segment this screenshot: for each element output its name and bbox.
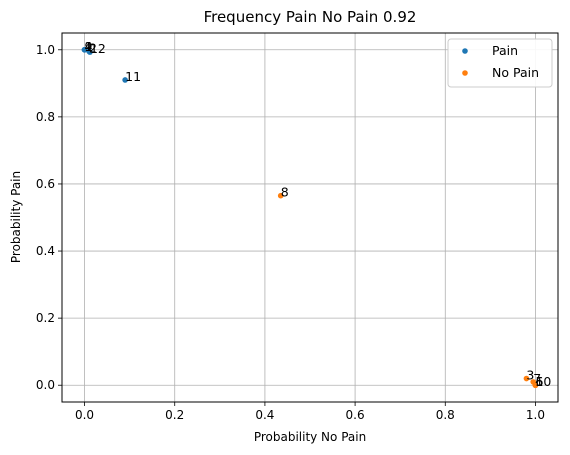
point-label: 11 — [125, 69, 141, 84]
y-tick-label: 0.6 — [36, 177, 55, 191]
data-point — [532, 382, 539, 389]
y-axis: 0.0 0.2 0.4 0.6 0.8 1.0 — [36, 43, 62, 392]
legend-box — [447, 38, 553, 88]
y-tick-label: 0.8 — [36, 110, 55, 124]
point-label: 2 — [89, 40, 97, 55]
x-tick-label: 0.6 — [346, 408, 365, 422]
point-label: 12 — [90, 41, 106, 56]
points-layer — [81, 46, 539, 389]
plot-area: 0.0 0.2 0.4 0.6 0.8 1.0 0.0 0.2 0.4 0.6 0.8 1.0 19… — [36, 32, 559, 422]
y-tick-label: 0.4 — [36, 244, 55, 258]
point-label: 8 — [281, 185, 289, 200]
x-tick-label: 0.4 — [255, 408, 274, 422]
x-axis: 0.0 0.2 0.4 0.6 0.8 1.0 — [75, 402, 545, 422]
chart-title: Frequency Pain No Pain 0.92 — [204, 8, 417, 26]
legend-label: Pain — [492, 43, 518, 58]
y-tick-label: 0.2 — [36, 311, 55, 325]
point-label: 4 — [85, 39, 93, 54]
x-tick-label: 0.2 — [165, 408, 184, 422]
plot-background — [62, 33, 558, 402]
y-tick-label: 0.0 — [36, 378, 55, 392]
x-tick-label: 0.8 — [436, 408, 455, 422]
data-point — [523, 375, 530, 382]
plot-frame — [61, 32, 559, 403]
legend: Pain No Pain — [447, 38, 553, 88]
y-axis-label: Probability Pain — [9, 171, 23, 263]
point-label: 6 — [535, 374, 543, 389]
point-label: 1 — [85, 39, 93, 54]
legend-label: No Pain — [492, 65, 539, 80]
data-point — [87, 49, 93, 55]
data-point — [122, 77, 128, 83]
point-label: 10 — [535, 374, 551, 389]
x-tick-label: 1.0 — [526, 408, 545, 422]
point-label: 5 — [535, 374, 543, 389]
y-tick-label: 1.0 — [36, 43, 55, 57]
data-point — [277, 192, 284, 199]
legend-marker — [462, 70, 468, 76]
x-axis-label: Probability No Pain — [254, 430, 366, 444]
point-label: 9 — [85, 39, 93, 54]
data-point — [81, 46, 88, 53]
point-label: 3 — [526, 368, 534, 383]
grid-lines — [62, 33, 558, 402]
legend-marker — [462, 48, 468, 54]
point-label: 7 — [533, 371, 541, 386]
x-tick-label: 0.0 — [75, 408, 94, 422]
